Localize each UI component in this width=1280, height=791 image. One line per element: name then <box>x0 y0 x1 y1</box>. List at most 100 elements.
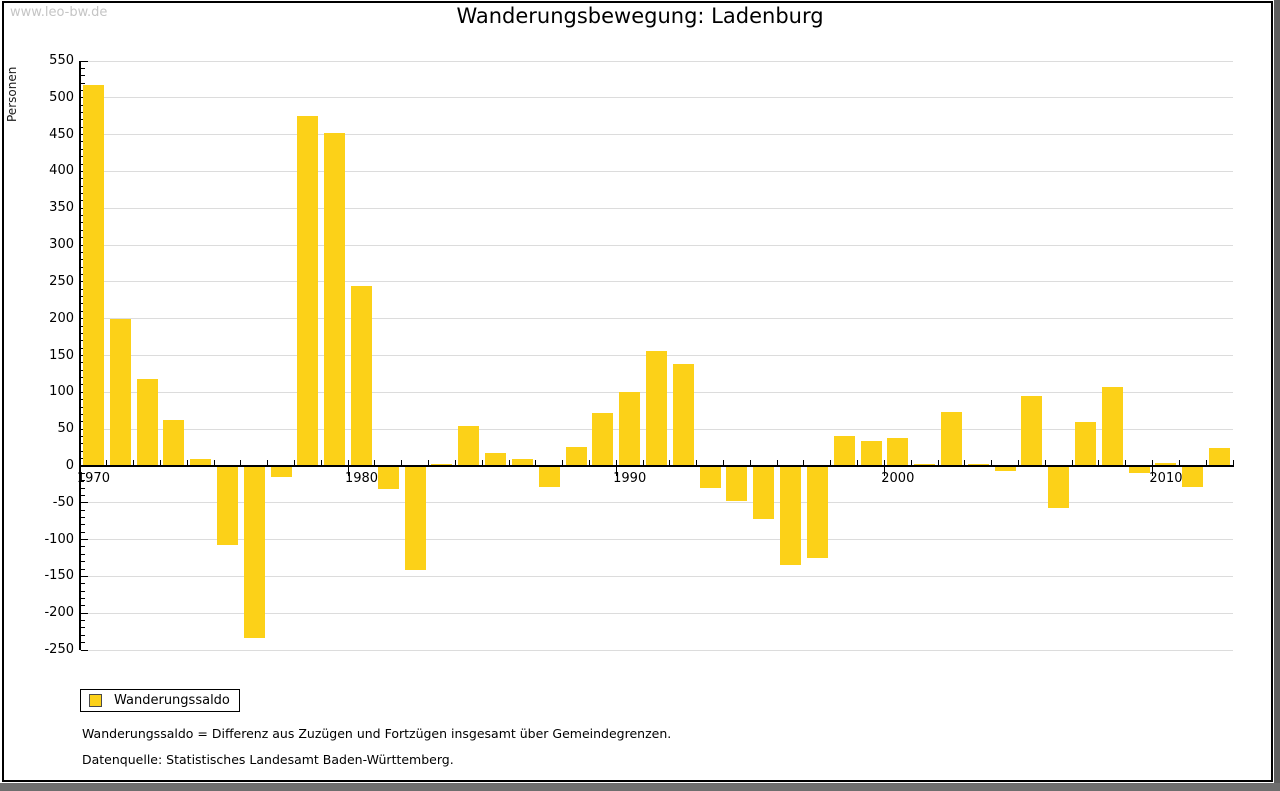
bar-1972 <box>136 379 158 465</box>
x-axis-year-tick <box>991 459 993 466</box>
bar-1986 <box>511 459 533 465</box>
y-axis-minor-tick <box>81 561 85 563</box>
x-axis-year-tick <box>562 459 564 466</box>
y-axis-minor-tick <box>81 583 85 585</box>
bar-1979 <box>324 133 346 465</box>
x-tick-label: 2010 <box>1149 470 1183 486</box>
gridline <box>80 207 1233 209</box>
bar-1988 <box>565 446 587 465</box>
chart-title: Wanderungsbewegung: Ladenburg <box>456 4 824 28</box>
x-axis-year-tick <box>535 459 537 466</box>
x-axis-year-tick <box>106 459 108 466</box>
y-axis-minor-tick <box>81 597 85 599</box>
x-axis-year-tick <box>481 459 483 466</box>
y-tick-label: -250 <box>44 642 74 657</box>
gridline <box>80 281 1233 283</box>
bar-1978 <box>297 116 319 465</box>
bar-1970 <box>82 85 104 465</box>
bar-1974 <box>190 458 212 465</box>
footnote-datasource: Datenquelle: Statistisches Landesamt Bad… <box>82 752 454 767</box>
bar-1987 <box>538 466 560 487</box>
x-axis-year-tick <box>294 459 295 466</box>
gridline <box>80 502 1233 504</box>
bar-1989 <box>592 412 614 465</box>
x-axis-year-tick <box>401 459 403 466</box>
bar-1990 <box>619 391 641 465</box>
x-tick-label: 1990 <box>613 470 647 486</box>
y-axis-minor-tick <box>81 634 85 636</box>
y-axis-minor-tick <box>81 480 85 482</box>
x-axis-year-tick <box>320 459 322 466</box>
bar-2000 <box>887 437 909 465</box>
legend-swatch-icon <box>89 694 102 707</box>
x-axis-year-tick <box>857 459 859 466</box>
x-axis-year-tick <box>133 459 135 466</box>
x-axis-line <box>79 464 1234 467</box>
bar-1992 <box>672 363 694 465</box>
y-axis-minor-tick <box>81 67 85 69</box>
y-tick-label: 200 <box>49 310 74 326</box>
gridline <box>80 539 1233 541</box>
x-tick-label: 1980 <box>344 470 379 486</box>
gridline <box>80 612 1233 614</box>
x-axis-year-tick <box>910 459 912 466</box>
bar-1973 <box>163 420 185 465</box>
y-axis-minor-tick <box>81 487 85 489</box>
y-axis-major-tick <box>81 575 88 577</box>
x-axis-year-tick <box>1071 459 1073 466</box>
y-axis-minor-tick <box>81 75 85 77</box>
shadow-bottom-strip <box>0 783 1280 791</box>
bar-1985 <box>485 452 507 465</box>
bar-1997 <box>806 466 828 558</box>
x-axis-year-tick <box>803 459 805 466</box>
shadow-right-strip <box>1274 0 1280 791</box>
y-tick-label: 150 <box>49 347 74 363</box>
y-axis-minor-tick <box>81 620 85 622</box>
y-tick-label: 350 <box>49 200 74 216</box>
y-axis-minor-tick <box>81 642 85 644</box>
y-axis-title: Personen <box>5 66 19 122</box>
chart-plot-area: 550 500 450 400 350 300 250 200 150 100 50 0 -50 -100… <box>44 53 1234 657</box>
x-axis-year-tick <box>776 459 778 466</box>
y-tick-label: 550 <box>49 53 74 68</box>
y-axis-minor-tick <box>81 82 85 84</box>
bar-1976 <box>243 466 265 639</box>
bar-1982 <box>404 466 426 571</box>
x-axis-year-tick <box>642 459 644 466</box>
legend-series-label: Wanderungssaldo <box>114 693 230 708</box>
y-tick-label: 500 <box>49 89 74 105</box>
y-tick-label: 50 <box>57 421 74 437</box>
x-axis-year-tick <box>1232 459 1234 466</box>
y-axis-major-tick <box>81 649 88 651</box>
bar-1996 <box>780 466 802 566</box>
x-axis-year-tick <box>1205 459 1207 466</box>
watermark-url: www.leo-bw.de <box>10 5 108 20</box>
y-axis-minor-tick <box>81 494 85 496</box>
bar-2009 <box>1128 466 1150 474</box>
bar-1999 <box>860 440 882 465</box>
y-tick-label: 400 <box>49 163 74 179</box>
gridline <box>80 649 1233 651</box>
y-axis-major-tick <box>81 539 88 541</box>
y-tick-label: 250 <box>49 273 74 289</box>
footnote-definition: Wanderungssaldo = Differenz aus Zuzügen … <box>82 726 672 741</box>
bar-1994 <box>726 466 748 501</box>
x-axis-year-tick <box>267 459 269 466</box>
x-axis-year-tick <box>374 459 376 466</box>
x-axis-year-tick <box>159 459 161 466</box>
x-tick-label: 2000 <box>881 470 915 486</box>
y-axis-minor-tick <box>81 546 85 548</box>
x-axis-year-tick <box>508 459 510 466</box>
x-axis-year-tick <box>1125 459 1127 466</box>
bar-1980 <box>351 285 373 465</box>
x-axis-year-tick <box>1044 459 1046 466</box>
y-axis-major-tick <box>81 612 88 614</box>
x-axis-year-tick <box>1178 459 1180 466</box>
y-tick-label: 300 <box>49 237 74 253</box>
bar-2011 <box>1182 466 1204 488</box>
y-axis-minor-tick <box>81 627 85 629</box>
bar-2002 <box>940 412 962 465</box>
x-axis-decade-tick <box>347 465 349 476</box>
x-axis-year-tick <box>1017 459 1019 466</box>
gridline <box>80 575 1233 577</box>
